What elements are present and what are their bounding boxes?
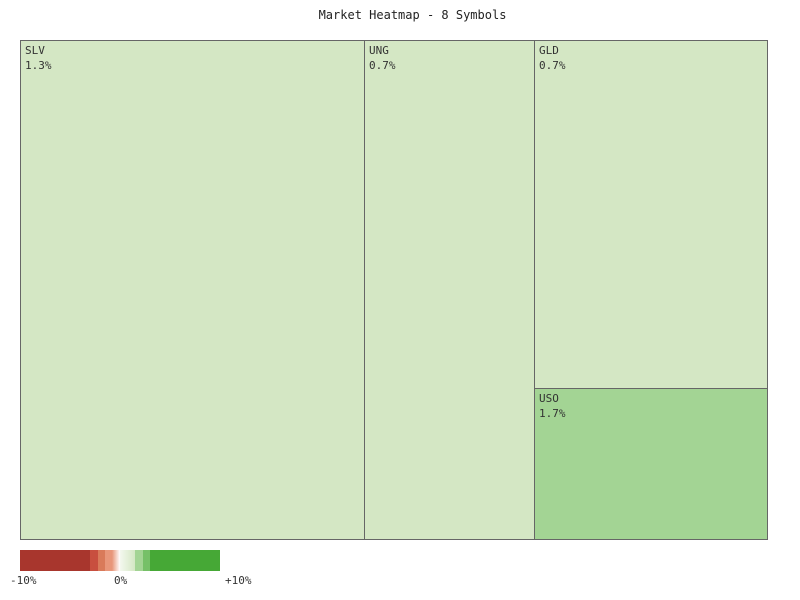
tile-change: 0.7%	[539, 59, 566, 72]
legend-stop	[120, 550, 135, 571]
legend-stop	[150, 550, 220, 571]
tile-gld[interactable]: GLD 0.7%	[534, 40, 768, 389]
color-legend	[20, 550, 220, 571]
tile-symbol: SLV	[25, 44, 45, 57]
legend-stop	[143, 550, 150, 571]
legend-stop	[20, 550, 90, 571]
legend-stop	[105, 550, 112, 571]
tile-uso[interactable]: USO 1.7%	[534, 388, 768, 540]
legend-min-label: -10%	[10, 574, 37, 587]
tile-symbol: USO	[539, 392, 559, 405]
legend-stop	[98, 550, 105, 571]
tile-change: 1.3%	[25, 59, 52, 72]
legend-stop	[112, 550, 120, 571]
legend-stop	[135, 550, 143, 571]
chart-title: Market Heatmap - 8 Symbols	[318, 8, 507, 22]
tile-change: 1.7%	[539, 407, 566, 420]
tile-symbol: UNG	[369, 44, 389, 57]
tile-symbol: GLD	[539, 44, 559, 57]
tile-change: 0.7%	[369, 59, 396, 72]
tile-slv[interactable]: SLV 1.3%	[20, 40, 365, 540]
treemap: SLV 1.3% UNG 0.7% GLD 0.7% USO 1.7%	[20, 40, 768, 540]
tile-ung[interactable]: UNG 0.7%	[364, 40, 535, 540]
legend-stop	[90, 550, 98, 571]
legend-mid-label: 0%	[114, 574, 128, 587]
legend-max-label: +10%	[225, 574, 252, 587]
